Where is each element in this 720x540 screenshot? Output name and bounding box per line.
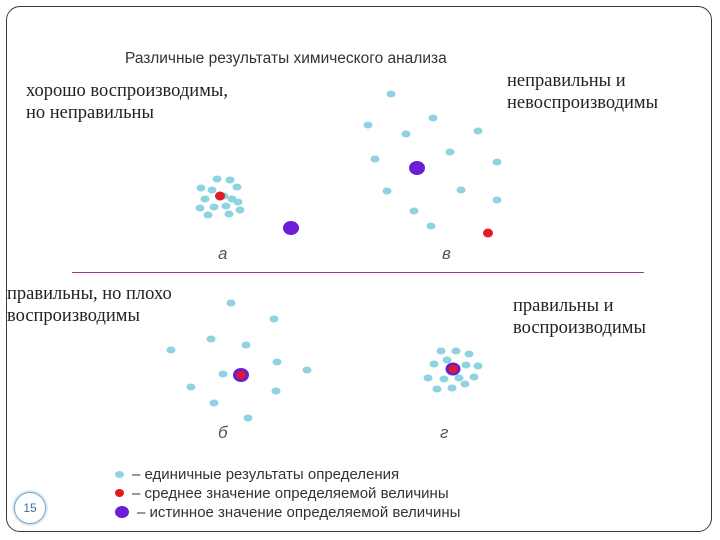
result-point [469, 373, 479, 381]
result-point [207, 186, 217, 194]
result-point [221, 202, 231, 210]
legend-text-true: – истинное значение определяемой величин… [137, 503, 461, 521]
result-point [243, 414, 253, 422]
result-point [428, 114, 438, 122]
caption-v: неправильны и невоспроизводимы [507, 71, 659, 113]
caption-a: хорошо воспроизводимы, но неправильны [26, 81, 228, 123]
panel-letter-b: б [218, 423, 228, 442]
panel-letter-a: а [218, 244, 228, 263]
mean-point [236, 371, 246, 379]
result-point [200, 195, 210, 203]
result-point [224, 210, 234, 218]
result-point [186, 383, 196, 391]
result-point [409, 207, 419, 215]
result-point [451, 347, 461, 355]
result-point [232, 183, 242, 191]
mean-point [448, 365, 458, 373]
panel-letter-v: в [442, 244, 451, 263]
page-number: 15 [14, 492, 46, 524]
result-point [302, 366, 312, 374]
result-point [272, 358, 282, 366]
legend-item-mean: – среднее значение определяемой величины [115, 484, 449, 502]
result-point [445, 148, 455, 156]
result-point [212, 175, 222, 183]
result-point [233, 198, 243, 206]
result-point [492, 158, 502, 166]
result-point [235, 206, 245, 214]
result-point [456, 186, 466, 194]
true-value-point [409, 161, 425, 175]
result-point [464, 350, 474, 358]
result-point [195, 204, 205, 212]
result-point [269, 315, 279, 323]
result-point [209, 399, 219, 407]
caption-g: правильны и воспроизводимы [513, 296, 646, 338]
result-point [382, 187, 392, 195]
result-point [454, 374, 464, 382]
result-point [363, 121, 373, 129]
result-point [206, 335, 216, 343]
result-point [166, 346, 176, 354]
true-value-point [283, 221, 299, 235]
result-point [226, 299, 236, 307]
result-point [426, 222, 436, 230]
true-value-dot-icon [115, 506, 129, 518]
result-point [196, 184, 206, 192]
result-point [461, 361, 471, 369]
legend-item-results: – единичные результаты определения [115, 465, 399, 483]
mean-point [215, 191, 225, 201]
result-point [439, 375, 449, 383]
caption-b: правильны, но плохо воспроизводимы [7, 284, 172, 326]
result-point [429, 360, 439, 368]
result-point [203, 211, 213, 219]
result-point [271, 387, 281, 395]
result-point [225, 176, 235, 184]
result-point [447, 384, 457, 392]
result-point [442, 356, 452, 364]
result-dot-icon [115, 470, 124, 478]
result-point [460, 380, 470, 388]
panel-letter-g: г [440, 423, 449, 442]
result-point [473, 362, 483, 370]
result-point [436, 347, 446, 355]
horizontal-divider [72, 272, 644, 273]
legend-item-true: – истинное значение определяемой величин… [115, 503, 460, 521]
result-point [473, 127, 483, 135]
result-point [492, 196, 502, 204]
result-point [401, 130, 411, 138]
legend-text-mean: – среднее значение определяемой величины [132, 484, 449, 502]
result-point [423, 374, 433, 382]
result-point [218, 370, 228, 378]
slide-frame [6, 6, 712, 532]
mean-point [483, 228, 493, 238]
mean-dot-icon [115, 489, 124, 497]
legend-text-results: – единичные результаты определения [132, 465, 400, 483]
result-point [209, 203, 219, 211]
result-point [432, 385, 442, 393]
result-point [386, 90, 396, 98]
slide-title: Различные результаты химического анализа [125, 50, 447, 67]
result-point [370, 155, 380, 163]
result-point [241, 341, 251, 349]
